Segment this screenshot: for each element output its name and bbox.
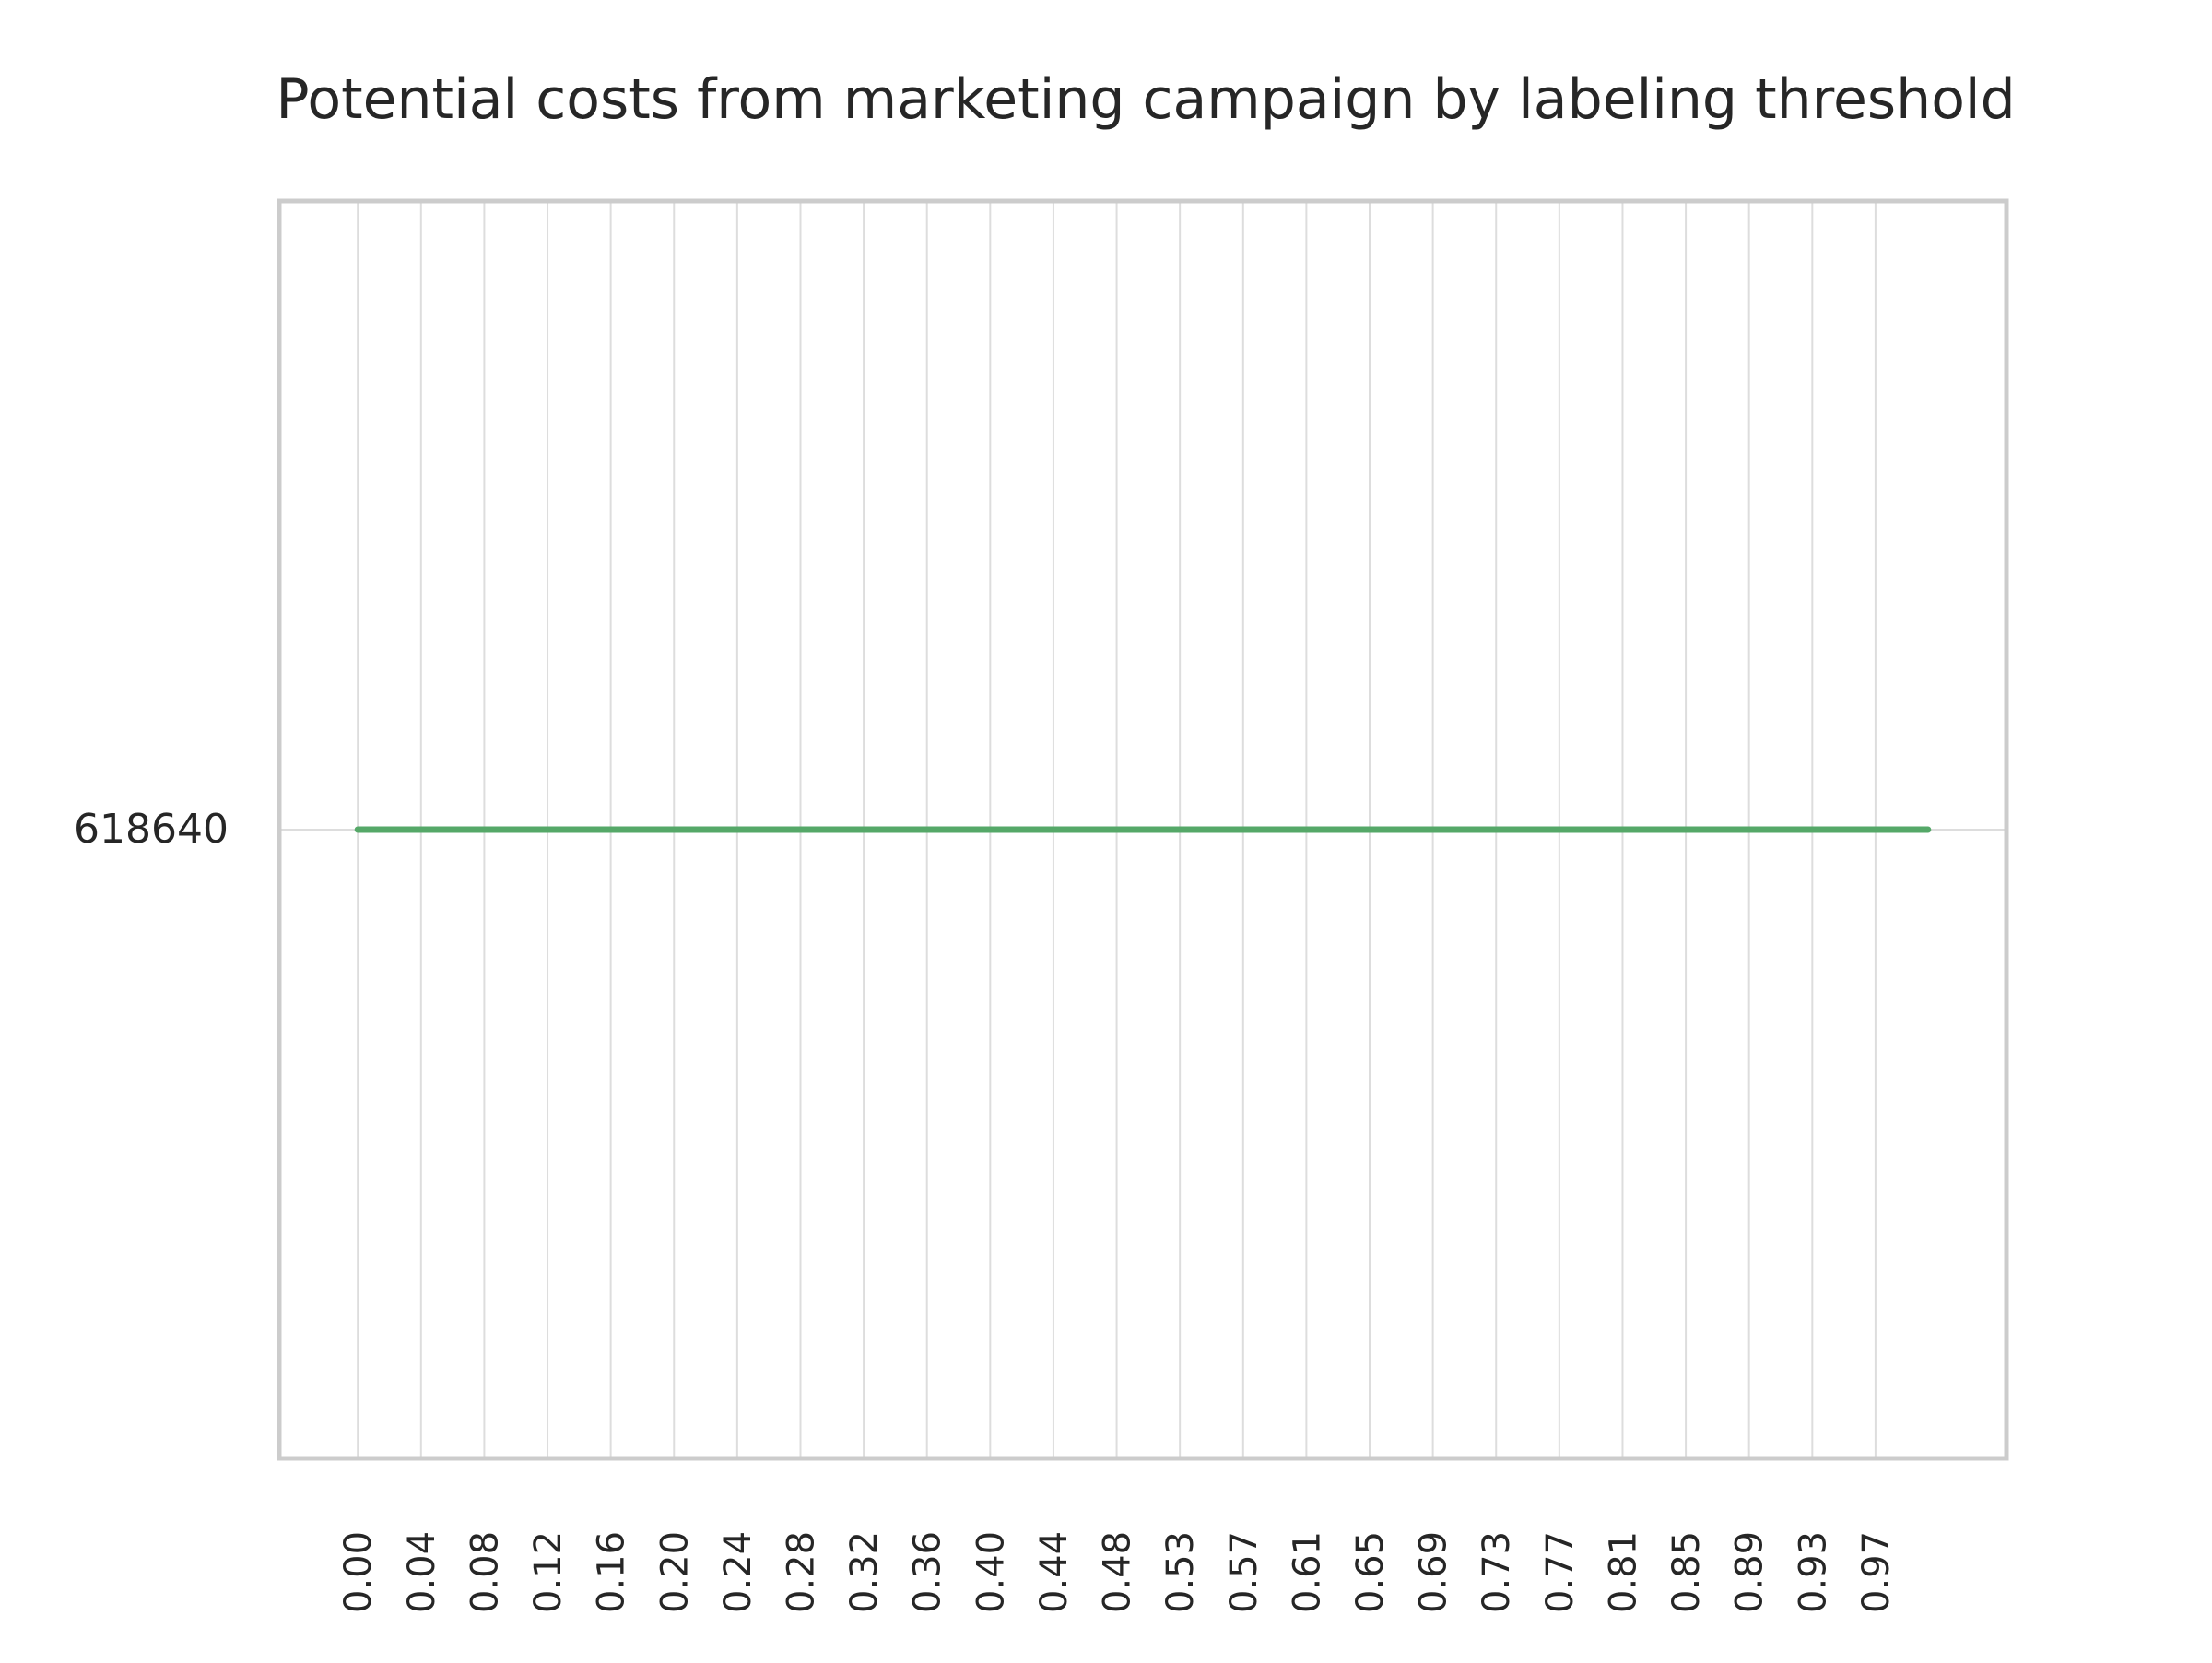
x-tick-label: 0.57 [1223,1531,1265,1613]
plot-frame [276,198,2009,1461]
x-tick-label: 0.00 [337,1531,380,1613]
x-tick-label: 0.61 [1286,1531,1328,1613]
x-tick-label: 0.44 [1033,1531,1076,1613]
x-tick-label: 0.77 [1539,1531,1582,1613]
x-tick-label: 0.36 [907,1531,949,1613]
x-tick-label: 0.48 [1097,1531,1139,1613]
x-tick-label: 0.81 [1602,1531,1644,1613]
x-tick-label: 0.73 [1476,1531,1518,1613]
chart-title: Potential costs from marketing campaign … [276,67,2015,132]
x-tick-label: 0.28 [780,1531,822,1613]
x-tick-label: 0.89 [1729,1531,1771,1613]
x-tick-label: 0.24 [717,1531,759,1613]
x-tick-label: 0.65 [1349,1531,1392,1613]
x-tick-label: 0.04 [401,1531,443,1613]
x-tick-label: 0.85 [1665,1531,1708,1613]
x-tick-label: 0.12 [527,1531,570,1613]
x-tick-label: 0.93 [1792,1531,1834,1613]
x-tick-label: 0.97 [1855,1531,1898,1613]
y-axis-ticks: 618640 [74,806,229,853]
y-tick-label: 618640 [74,806,229,853]
x-tick-label: 0.32 [843,1531,886,1613]
x-axis-ticks: 0.00 0.04 0.08 0.12 0.16 0.20 0.24 0.28 0.32 0.36… [337,1531,1898,1613]
x-tick-label: 0.40 [970,1531,1012,1613]
x-tick-label: 0.20 [653,1531,696,1613]
x-tick-label: 0.16 [591,1531,633,1613]
x-tick-label: 0.69 [1413,1531,1455,1613]
x-tick-label: 0.53 [1159,1531,1202,1613]
x-tick-label: 0.08 [464,1531,506,1613]
